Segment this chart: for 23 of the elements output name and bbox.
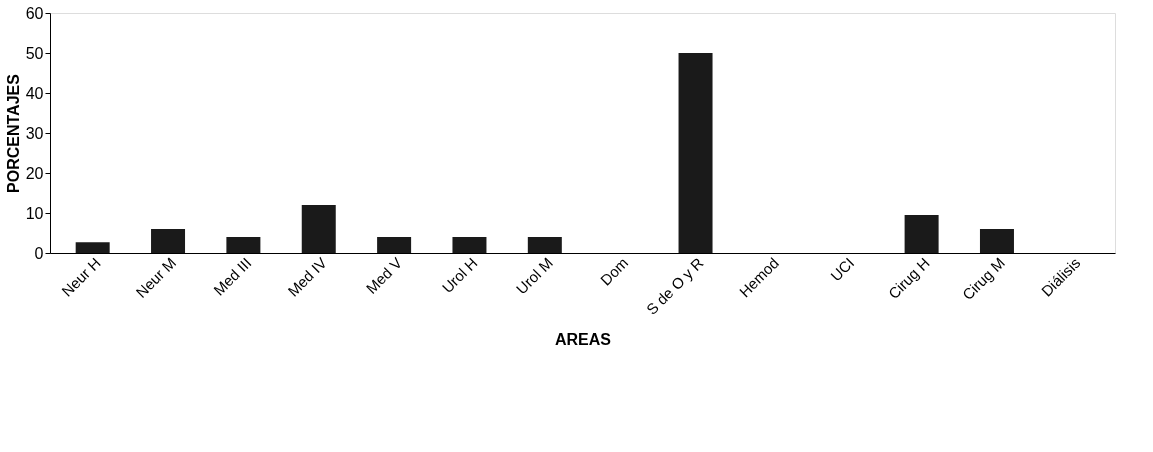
x-axis-title: AREAS	[554, 330, 612, 348]
bar	[979, 229, 1014, 253]
y-tick-label: 0	[34, 244, 44, 262]
bar	[904, 215, 939, 253]
y-tick-label: 30	[25, 124, 44, 142]
bar	[678, 53, 713, 253]
bar	[226, 237, 261, 253]
x-tick-label: UCI	[827, 254, 858, 285]
y-tick-label: 50	[25, 44, 44, 62]
bar	[151, 229, 186, 253]
y-tick-label: 20	[25, 164, 44, 182]
bar	[75, 242, 110, 253]
y-tick-label: 60	[25, 4, 44, 22]
x-tick-label: S de O y R	[642, 253, 707, 318]
bar	[452, 237, 487, 253]
x-tick-label: Urol H	[438, 254, 481, 297]
bar	[301, 205, 336, 253]
bar	[377, 237, 412, 253]
bar	[527, 237, 562, 253]
y-tick-label: 10	[25, 204, 44, 222]
y-tick-label: 40	[25, 84, 44, 102]
y-axis-title: PORCENTAJES	[4, 73, 22, 193]
x-tick-label: Urol M	[512, 254, 556, 298]
